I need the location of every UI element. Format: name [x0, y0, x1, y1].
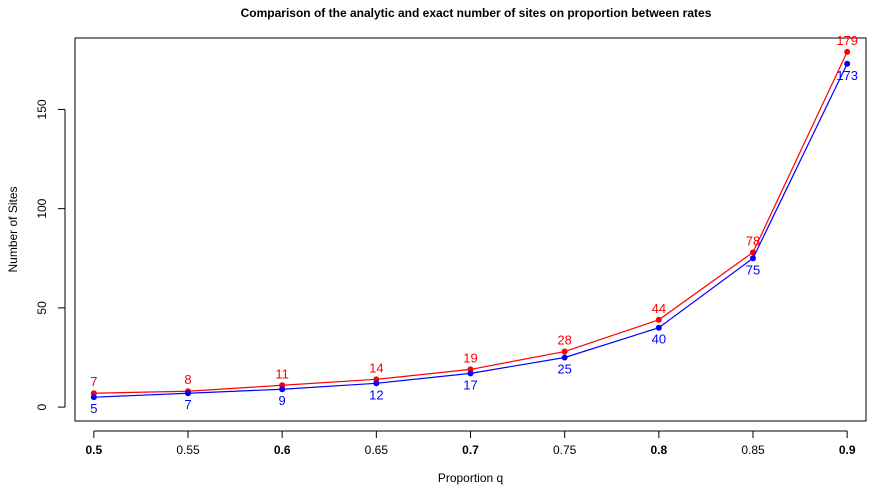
data-point: [561, 354, 568, 361]
data-label: 11: [275, 366, 289, 381]
data-point: [750, 255, 756, 262]
data-label: 14: [369, 360, 383, 375]
data-point: [844, 60, 851, 67]
y-tick-label: 150: [35, 99, 49, 119]
y-tick-label: 100: [35, 198, 49, 218]
x-tick-label: 0.7: [462, 443, 479, 457]
data-label: 28: [557, 333, 571, 348]
x-tick-label: 0.65: [365, 443, 389, 457]
chart-title: Comparison of the analytic and exact num…: [241, 6, 712, 20]
data-label: 7: [184, 397, 191, 412]
y-tick-label: 0: [35, 403, 49, 410]
x-tick-label: 0.6: [274, 443, 291, 457]
data-label: 44: [652, 301, 666, 316]
data-label: 8: [184, 372, 191, 387]
x-tick-label: 0.8: [650, 443, 667, 457]
data-label: 17: [463, 377, 477, 392]
data-label: 19: [463, 350, 477, 365]
data-label: 75: [746, 262, 760, 277]
data-label: 12: [369, 387, 383, 402]
x-axis: 0.5 0.55 0.6 0.65 0.7 0.75 0.8 0.85 0.9: [85, 430, 856, 457]
data-point: [467, 370, 474, 377]
data-point: [655, 316, 662, 323]
x-tick-label: 0.55: [176, 443, 200, 457]
y-axis: 0 50 100 150: [35, 99, 66, 410]
y-axis-label: Number of Sites: [6, 186, 20, 272]
data-label: 78: [746, 233, 760, 248]
data-label: 179: [836, 33, 858, 48]
data-label: 25: [557, 361, 571, 376]
x-tick-label: 0.9: [839, 443, 856, 457]
x-tick-label: 0.85: [741, 443, 765, 457]
series-line: [93, 51, 848, 394]
data-label: 173: [836, 68, 858, 83]
data-point: [279, 386, 286, 393]
data-label: 5: [90, 401, 97, 416]
data-point: [844, 48, 851, 55]
x-tick-label: 0.75: [553, 443, 577, 457]
data-point: [655, 324, 662, 331]
series-layer: [90, 48, 851, 401]
data-point: [185, 390, 191, 397]
data-label: 9: [279, 393, 286, 408]
data-point: [373, 380, 380, 387]
x-axis-label: Proportion q: [438, 471, 503, 485]
plot-frame: [74, 37, 867, 422]
data-point: [90, 394, 97, 401]
data-label: 40: [652, 332, 666, 347]
series-line: [93, 63, 848, 398]
x-tick-label: 0.5: [85, 443, 102, 457]
y-tick-label: 50: [35, 301, 49, 315]
data-point: [561, 348, 568, 355]
data-label: 7: [90, 374, 97, 389]
